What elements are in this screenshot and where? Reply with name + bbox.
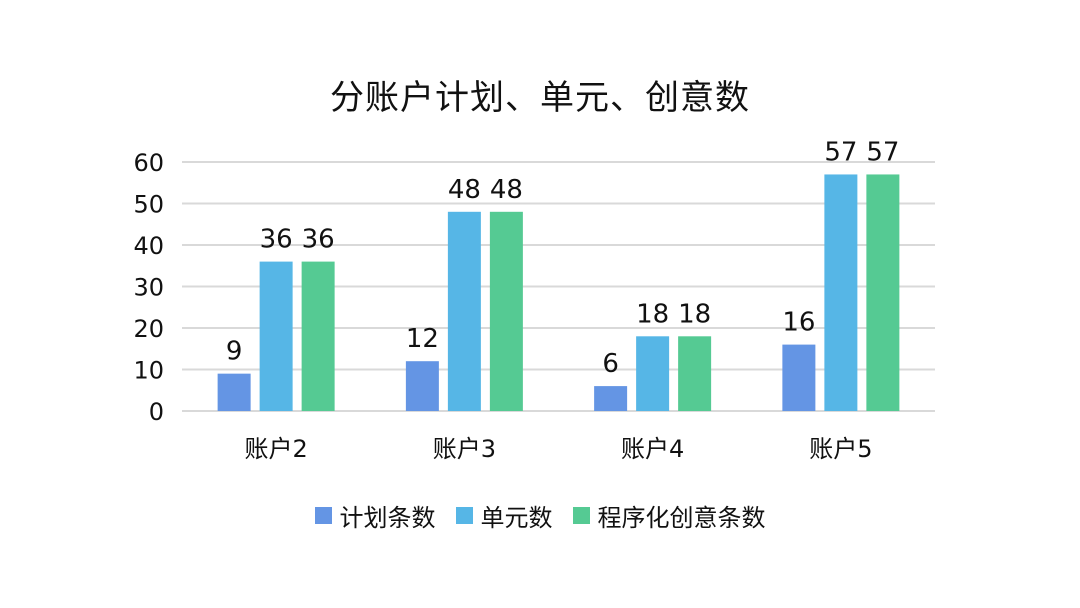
data-label: 16 bbox=[782, 308, 815, 338]
data-label: 48 bbox=[490, 175, 523, 205]
data-label: 12 bbox=[406, 324, 439, 354]
legend-swatch bbox=[455, 507, 473, 524]
legend: 计划条数 单元数 程序化创意条数 bbox=[0, 498, 1080, 533]
data-label: 18 bbox=[636, 299, 669, 329]
legend-label: 程序化创意条数 bbox=[597, 504, 766, 532]
y-tick-label: 60 bbox=[133, 149, 164, 177]
bar bbox=[447, 211, 481, 411]
bar bbox=[259, 261, 293, 411]
data-label: 36 bbox=[260, 225, 293, 255]
bar bbox=[217, 373, 251, 411]
x-tick-label: 账户3 bbox=[433, 435, 496, 463]
x-tick-label: 账户2 bbox=[244, 435, 307, 463]
chart-title: 分账户计划、单元、创意数 bbox=[330, 78, 750, 118]
bar bbox=[405, 361, 439, 411]
data-label: 48 bbox=[448, 175, 481, 205]
bar bbox=[489, 211, 523, 411]
bar bbox=[782, 344, 816, 411]
bar bbox=[594, 386, 628, 411]
data-label: 9 bbox=[226, 337, 243, 367]
bar bbox=[678, 336, 712, 411]
y-tick-label: 40 bbox=[133, 232, 164, 260]
y-tick-label: 0 bbox=[149, 398, 164, 426]
data-label: 57 bbox=[824, 137, 857, 167]
y-tick-label: 10 bbox=[133, 357, 164, 385]
bar bbox=[636, 336, 670, 411]
legend-label: 单元数 bbox=[480, 504, 553, 532]
data-label: 18 bbox=[678, 299, 711, 329]
legend-item: 程序化创意条数 bbox=[572, 498, 766, 533]
data-label: 36 bbox=[302, 225, 335, 255]
legend-item: 计划条数 bbox=[314, 498, 436, 533]
bar bbox=[301, 261, 335, 411]
legend-swatch bbox=[572, 507, 590, 524]
y-tick-label: 20 bbox=[133, 315, 164, 343]
bar bbox=[824, 174, 858, 411]
y-tick-label: 30 bbox=[133, 274, 164, 302]
legend-label: 计划条数 bbox=[339, 504, 436, 532]
legend-swatch bbox=[314, 507, 332, 524]
data-label: 6 bbox=[602, 349, 619, 379]
x-tick-label: 账户4 bbox=[621, 435, 684, 463]
data-label: 57 bbox=[866, 137, 899, 167]
y-tick-label: 50 bbox=[133, 191, 164, 219]
bar bbox=[866, 174, 900, 411]
x-tick-label: 账户5 bbox=[809, 435, 872, 463]
legend-item: 单元数 bbox=[455, 498, 553, 533]
